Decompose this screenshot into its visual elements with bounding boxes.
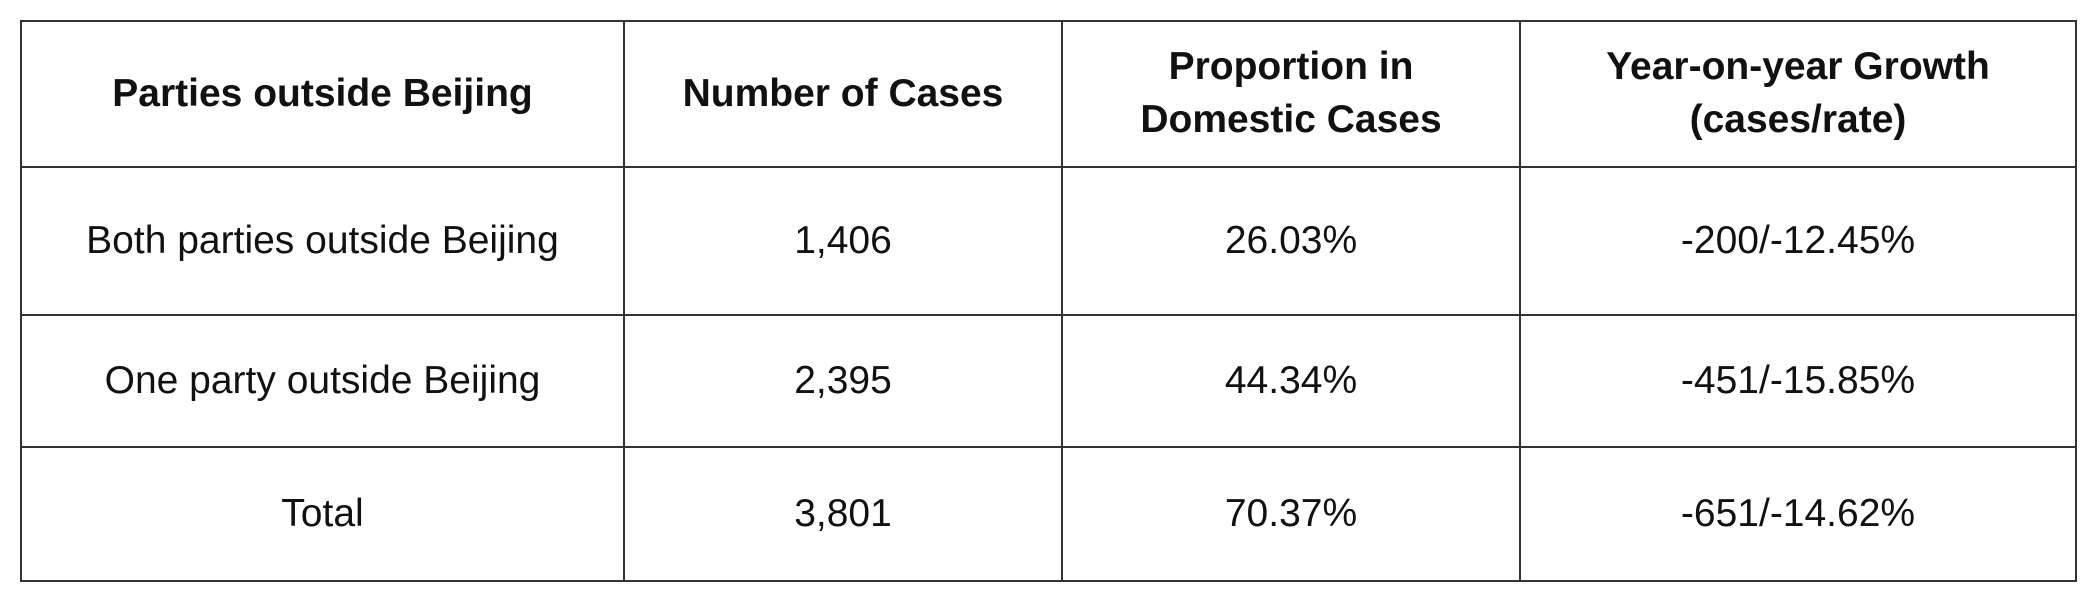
row-label: Total xyxy=(20,446,625,582)
cell-number-of-cases: 3,801 xyxy=(623,446,1063,582)
cell-proportion: 44.34% xyxy=(1061,314,1521,448)
table-row: Total 3,801 70.37% -651/-14.62% xyxy=(20,446,2077,582)
cell-yoy-growth: -651/-14.62% xyxy=(1519,446,2077,582)
row-label: Both parties outside Beijing xyxy=(20,166,625,316)
cell-number-of-cases: 2,395 xyxy=(623,314,1063,448)
header-parties-outside-beijing: Parties outside Beijing xyxy=(20,20,625,168)
cell-yoy-growth: -451/-15.85% xyxy=(1519,314,2077,448)
header-proportion-domestic: Proportion in Domestic Cases xyxy=(1061,20,1521,168)
cell-number-of-cases: 1,406 xyxy=(623,166,1063,316)
header-number-of-cases: Number of Cases xyxy=(623,20,1063,168)
header-yoy-growth: Year-on-year Growth (cases/rate) xyxy=(1519,20,2077,168)
table-header-row: Parties outside Beijing Number of Cases … xyxy=(20,20,2077,168)
table-row: Both parties outside Beijing 1,406 26.03… xyxy=(20,166,2077,316)
cell-proportion: 70.37% xyxy=(1061,446,1521,582)
row-label: One party outside Beijing xyxy=(20,314,625,448)
cell-yoy-growth: -200/-12.45% xyxy=(1519,166,2077,316)
table-row: One party outside Beijing 2,395 44.34% -… xyxy=(20,314,2077,448)
cell-proportion: 26.03% xyxy=(1061,166,1521,316)
cases-table: Parties outside Beijing Number of Cases … xyxy=(20,20,2077,582)
